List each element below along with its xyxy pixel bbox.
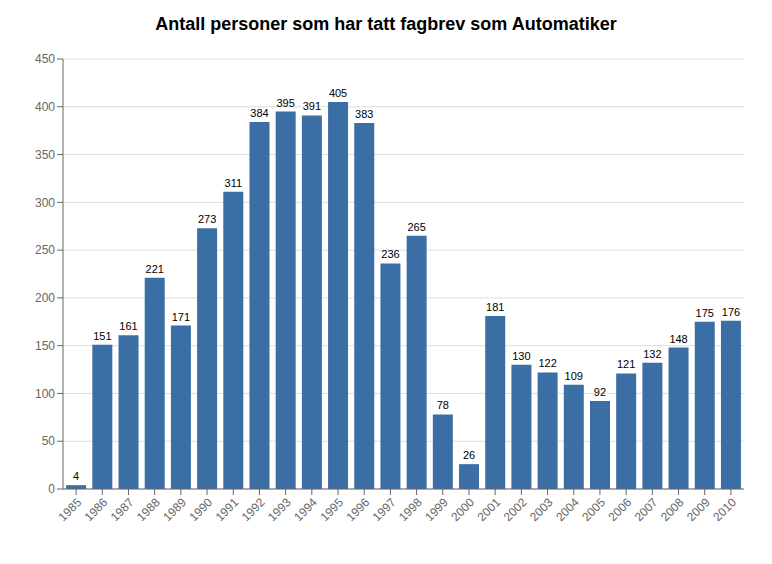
svg-text:2005: 2005	[579, 495, 608, 524]
svg-text:2009: 2009	[684, 495, 713, 524]
svg-text:1987: 1987	[108, 495, 137, 524]
svg-text:181: 181	[486, 301, 504, 313]
svg-text:130: 130	[512, 350, 530, 362]
svg-text:1990: 1990	[186, 495, 215, 524]
svg-text:384: 384	[250, 107, 268, 119]
svg-text:1986: 1986	[82, 495, 111, 524]
svg-text:2003: 2003	[527, 495, 556, 524]
svg-text:92: 92	[594, 386, 606, 398]
svg-text:2006: 2006	[605, 495, 634, 524]
svg-text:4: 4	[73, 470, 79, 482]
svg-text:395: 395	[277, 97, 295, 109]
svg-text:2002: 2002	[501, 495, 530, 524]
svg-text:1995: 1995	[317, 495, 346, 524]
svg-text:265: 265	[407, 221, 425, 233]
svg-text:1994: 1994	[291, 495, 320, 524]
svg-text:2007: 2007	[632, 495, 661, 524]
svg-text:151: 151	[93, 330, 111, 342]
svg-text:1998: 1998	[396, 495, 425, 524]
svg-text:1988: 1988	[134, 495, 163, 524]
svg-text:450: 450	[35, 52, 55, 66]
svg-text:273: 273	[198, 213, 216, 225]
svg-text:1985: 1985	[55, 495, 84, 524]
html-text:Antall personer som har tatt f: Antall personer som har tatt fagbrev som…	[155, 14, 617, 34]
svg-text:78: 78	[437, 399, 449, 411]
svg-text:1997: 1997	[370, 495, 399, 524]
svg-text:150: 150	[35, 339, 55, 353]
svg-text:1996: 1996	[344, 495, 373, 524]
svg-text:391: 391	[303, 100, 321, 112]
svg-text:200: 200	[35, 291, 55, 305]
svg-text:2004: 2004	[553, 495, 582, 524]
svg-text:2000: 2000	[448, 495, 477, 524]
svg-text:350: 350	[35, 148, 55, 162]
svg-text:1989: 1989	[160, 495, 189, 524]
svg-text:176: 176	[722, 306, 740, 318]
svg-text:2008: 2008	[658, 495, 687, 524]
svg-text:383: 383	[355, 108, 373, 120]
svg-text:2001: 2001	[475, 495, 504, 524]
svg-text:100: 100	[35, 387, 55, 401]
svg-text:1991: 1991	[213, 495, 242, 524]
svg-text:171: 171	[172, 311, 190, 323]
svg-text:109: 109	[565, 370, 583, 382]
svg-text:1992: 1992	[239, 495, 268, 524]
svg-text:148: 148	[669, 333, 687, 345]
svg-text:132: 132	[643, 348, 661, 360]
svg-text:300: 300	[35, 196, 55, 210]
svg-text:1999: 1999	[422, 495, 451, 524]
svg-text:0: 0	[48, 482, 55, 496]
svg-text:2010: 2010	[710, 495, 739, 524]
svg-text:1993: 1993	[265, 495, 294, 524]
svg-text:161: 161	[119, 320, 137, 332]
svg-text:175: 175	[696, 307, 714, 319]
svg-text:26: 26	[463, 449, 475, 461]
svg-text:221: 221	[146, 263, 164, 275]
svg-text:405: 405	[329, 87, 347, 99]
svg-text:236: 236	[381, 248, 399, 260]
svg-text:122: 122	[538, 357, 556, 369]
svg-text:250: 250	[35, 243, 55, 257]
svg-text:121: 121	[617, 358, 635, 370]
svg-text:400: 400	[35, 100, 55, 114]
svg-text:50: 50	[42, 434, 56, 448]
svg-text:311: 311	[225, 177, 243, 189]
